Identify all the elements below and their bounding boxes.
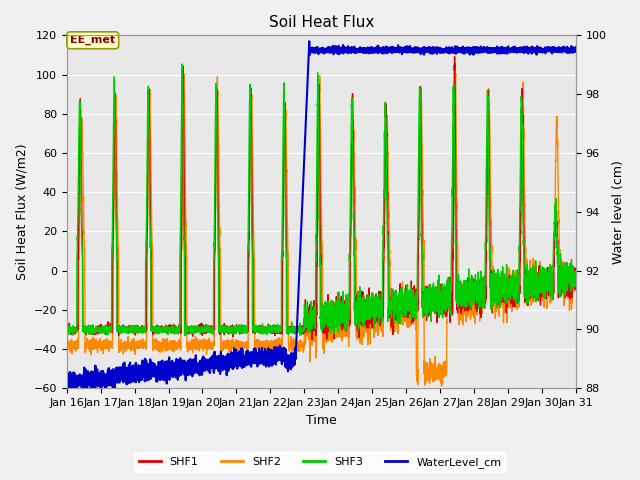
Y-axis label: Water level (cm): Water level (cm) xyxy=(612,160,625,264)
Legend: SHF1, SHF2, SHF3, WaterLevel_cm: SHF1, SHF2, SHF3, WaterLevel_cm xyxy=(134,452,506,472)
Title: Soil Heat Flux: Soil Heat Flux xyxy=(269,15,374,30)
Text: EE_met: EE_met xyxy=(70,35,115,46)
X-axis label: Time: Time xyxy=(306,414,337,427)
Y-axis label: Soil Heat Flux (W/m2): Soil Heat Flux (W/m2) xyxy=(15,144,28,280)
